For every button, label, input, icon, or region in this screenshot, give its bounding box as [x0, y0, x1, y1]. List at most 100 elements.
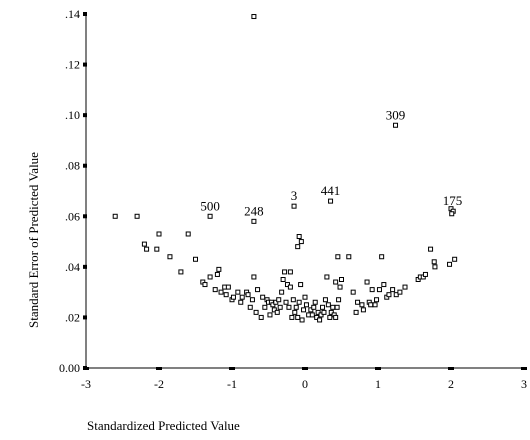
point-label: 309: [386, 107, 406, 122]
data-point: [280, 277, 286, 282]
data-point: [335, 254, 341, 260]
data-point: [333, 314, 339, 320]
data-point: [255, 287, 261, 293]
data-point: [321, 309, 327, 315]
data-point: [225, 284, 231, 290]
data-point: [318, 312, 324, 318]
data-point: [308, 307, 314, 313]
data-point: [322, 297, 328, 303]
data-point: [258, 314, 264, 320]
data-point: [364, 279, 370, 285]
data-point: [303, 302, 309, 308]
data-point: [134, 213, 140, 219]
y-tick-label: .02: [65, 310, 80, 324]
data-point: [271, 307, 277, 313]
data-point: [359, 302, 365, 308]
y-tick-mark: [83, 12, 87, 16]
data-point: [260, 294, 266, 300]
data-point: [207, 274, 213, 280]
data-point: [302, 294, 308, 300]
y-tick-mark: [83, 163, 87, 168]
data-point: [279, 289, 285, 295]
data-points: [112, 14, 458, 323]
data-point: [154, 246, 160, 252]
data-point: [327, 314, 333, 320]
data-point: [283, 299, 289, 305]
data-point: [212, 287, 218, 293]
y-tick-label: .10: [65, 108, 80, 122]
data-point: [207, 213, 213, 219]
x-tick-label: 1: [375, 377, 381, 391]
data-point: [369, 287, 375, 293]
data-point: [324, 274, 330, 280]
data-point: [346, 254, 352, 260]
data-point: [325, 302, 331, 308]
data-point: [350, 289, 356, 295]
data-point: [291, 203, 297, 209]
data-point: [368, 302, 374, 308]
data-point: [282, 269, 288, 275]
data-point: [309, 312, 315, 318]
data-point: [238, 299, 244, 305]
data-point: [353, 309, 359, 315]
point-label: 175: [443, 193, 463, 208]
data-point: [286, 304, 292, 310]
data-point: [334, 304, 340, 310]
data-point: [193, 256, 198, 262]
point-label: 500: [200, 198, 220, 213]
data-point: [299, 317, 305, 323]
data-point: [262, 304, 268, 310]
data-point: [295, 314, 301, 320]
data-point: [251, 274, 257, 280]
data-point: [287, 269, 293, 275]
data-point: [251, 14, 257, 20]
x-tick-label: -3: [81, 377, 91, 391]
data-point: [253, 309, 259, 315]
data-point: [314, 314, 320, 320]
data-point: [202, 282, 208, 288]
data-point: [178, 269, 184, 275]
x-tick-label: 2: [448, 377, 454, 391]
data-point: [274, 309, 280, 315]
data-point: [141, 241, 147, 247]
y-tick-label: .08: [65, 159, 80, 173]
data-point: [216, 266, 222, 272]
y-tick-label: .14: [65, 7, 80, 21]
data-point: [218, 289, 224, 295]
data-point: [290, 297, 296, 303]
y-tick-mark: [83, 315, 87, 320]
data-point: [379, 254, 385, 260]
data-point: [355, 299, 361, 305]
data-point: [386, 292, 392, 298]
data-point: [235, 289, 241, 295]
data-point: [432, 264, 438, 270]
data-point: [449, 211, 455, 217]
data-point: [292, 309, 298, 315]
data-point: [251, 218, 257, 224]
data-point: [284, 282, 290, 288]
data-point: [320, 304, 326, 310]
point-label: 441: [321, 183, 341, 198]
x-tick-label: 0: [302, 377, 308, 391]
y-axis-ticks: 0.00 .02 .04 .06 .08 .10 .12 .14: [59, 7, 87, 375]
y-tick-label: .04: [65, 260, 80, 274]
y-axis-title: Standard Error of Predicted Value: [26, 152, 41, 328]
data-point: [390, 287, 396, 293]
data-point: [328, 309, 334, 315]
x-tick-label: 3: [521, 377, 527, 391]
data-point: [317, 317, 323, 323]
data-point: [295, 244, 301, 250]
data-point: [301, 307, 307, 313]
y-tick-label: .12: [65, 58, 80, 72]
data-point: [372, 302, 378, 308]
data-point: [247, 304, 253, 310]
point-label: 3: [291, 188, 298, 203]
data-point: [298, 282, 304, 288]
data-point: [156, 231, 162, 237]
y-tick-mark: [83, 264, 87, 269]
data-point: [296, 234, 302, 240]
data-point: [330, 304, 336, 310]
data-point: [447, 261, 453, 267]
y-tick-mark: [83, 214, 87, 219]
